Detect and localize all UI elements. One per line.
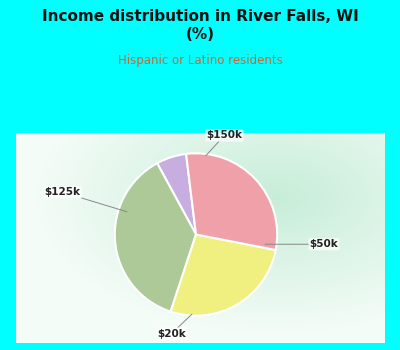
Text: $50k: $50k	[265, 239, 338, 249]
Text: $150k: $150k	[206, 131, 242, 156]
Wedge shape	[115, 163, 196, 312]
Text: $20k: $20k	[157, 314, 192, 338]
Text: Income distribution in River Falls, WI
(%): Income distribution in River Falls, WI (…	[42, 9, 358, 42]
Wedge shape	[171, 234, 276, 316]
Text: $125k: $125k	[45, 187, 127, 212]
Wedge shape	[186, 153, 277, 250]
Text: Hispanic or Latino residents: Hispanic or Latino residents	[118, 54, 282, 67]
Wedge shape	[157, 154, 196, 234]
